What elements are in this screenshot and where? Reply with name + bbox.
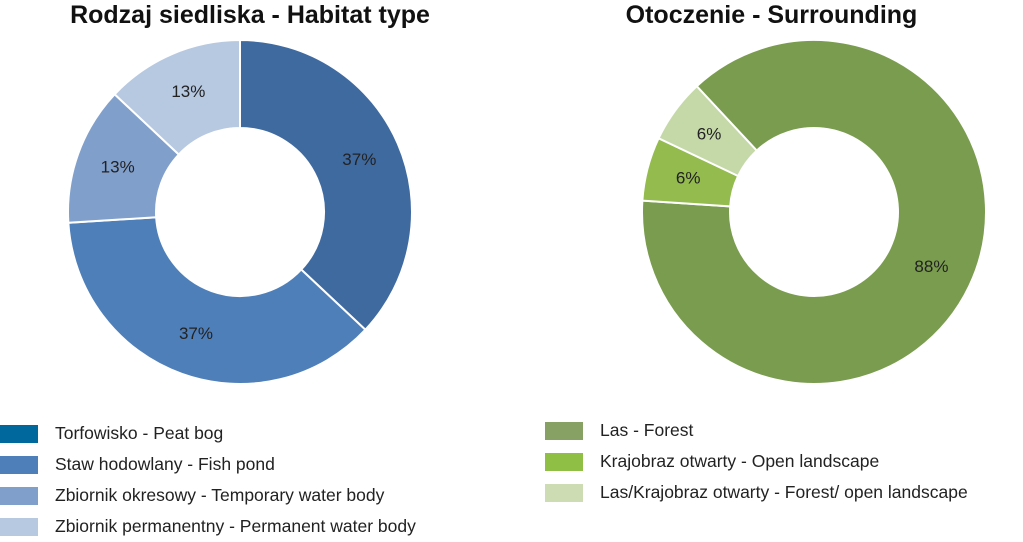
legend-swatch [0, 424, 38, 443]
legend-swatch [545, 421, 583, 440]
legend-swatch [0, 486, 38, 505]
habitat-legend: Torfowisko - Peat bog Staw hodowlany - F… [0, 418, 416, 542]
slice-data-label: 6% [676, 169, 701, 188]
legend-item: Zbiornik permanentny - Permanent water b… [0, 511, 416, 542]
surrounding-donut: 88% 6% 6% [641, 39, 987, 385]
legend-label: Staw hodowlany - Fish pond [55, 454, 275, 474]
slice-data-label: 13% [101, 157, 135, 176]
chart-title: Otoczenie - Surrounding [625, 1, 918, 29]
legend-item: Staw hodowlany - Fish pond [0, 449, 416, 480]
legend-item: Krajobraz otwarty - Open landscape [545, 446, 968, 477]
chart-title: Rodzaj siedliska - Habitat type [70, 1, 430, 29]
slice-data-label: 6% [697, 125, 722, 144]
legend-item: Las - Forest [545, 415, 968, 446]
legend-label: Las - Forest [600, 420, 694, 440]
habitat-type-chart: Rodzaj siedliska - Habitat type 37% 37% 13… [0, 0, 500, 542]
legend-item: Torfowisko - Peat bog [0, 418, 416, 449]
legend-swatch [545, 483, 583, 502]
legend-label: Torfowisko - Peat bog [55, 423, 224, 443]
donut-slice [657, 84, 759, 178]
legend-swatch [0, 455, 38, 474]
legend-label: Zbiornik okresowy - Temporary water body [55, 485, 385, 505]
legend-item: Zbiornik okresowy - Temporary water body [0, 480, 416, 511]
habitat-donut: 37% 37% 13% 13% [67, 38, 413, 385]
slice-data-label: 37% [179, 324, 213, 343]
slice-data-label: 37% [342, 150, 376, 169]
donut-slice [113, 38, 241, 156]
donut-slice [641, 39, 987, 385]
donut-slice [67, 216, 367, 385]
legend-item: Las/Krajobraz otwarty - Forest/ open lan… [545, 477, 968, 508]
legend-label: Las/Krajobraz otwarty - Forest/ open lan… [600, 482, 968, 502]
legend-swatch [0, 517, 38, 536]
legend-label: Zbiornik permanentny - Permanent water b… [55, 516, 416, 536]
slice-data-label: 13% [171, 82, 205, 101]
legend-label: Krajobraz otwarty - Open landscape [600, 451, 880, 471]
slice-data-label: 88% [914, 257, 948, 276]
surrounding-legend: Las - Forest Krajobraz otwarty - Open la… [545, 415, 968, 508]
donut-slice [239, 38, 413, 332]
surrounding-chart: Otoczenie - Surrounding 88% 6% 6% Las - Fo… [520, 0, 1023, 542]
legend-swatch [545, 452, 583, 471]
